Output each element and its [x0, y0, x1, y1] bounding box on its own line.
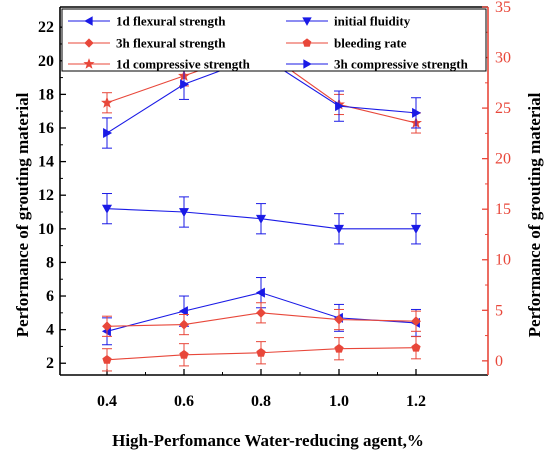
legend-item: initial fluidity: [286, 14, 411, 29]
left-tick-label: 4: [46, 322, 54, 339]
left-axis: 2 4 6 8 10 12 14 16 18 20 22: [38, 19, 66, 372]
data-point: [412, 107, 422, 118]
legend-marker: [303, 59, 312, 69]
data-point: [179, 349, 189, 359]
x-axis: 0.4 0.6 0.8 1.0 1.2: [97, 369, 426, 410]
series-initial-fluidity: [101, 193, 422, 245]
right-tick-label: 25: [495, 100, 511, 117]
left-tick-label: 6: [46, 288, 54, 305]
data-point: [101, 204, 113, 214]
right-tick-label: 5: [495, 302, 503, 319]
right-tick-label: 20: [495, 151, 511, 168]
legend-label: 3h compressive strength: [334, 57, 469, 72]
legend-marker: [84, 16, 93, 26]
data-point: [333, 224, 345, 234]
left-tick-label: 18: [38, 86, 54, 103]
data-point: [102, 321, 112, 332]
right-axis-title: Performance of grouting material: [525, 92, 544, 337]
series-layer: [101, 38, 422, 372]
right-tick-label: 0: [495, 353, 503, 370]
legend-label: initial fluidity: [334, 14, 411, 29]
series-3h-flexural-strength: [102, 302, 421, 337]
legend-marker: [83, 58, 95, 69]
legend-item: bleeding rate: [286, 36, 407, 51]
x-tick-label: 0.6: [174, 393, 194, 410]
right-tick-label: 30: [495, 50, 511, 67]
data-point: [178, 306, 188, 317]
x-tick-label: 1.2: [406, 393, 426, 410]
left-tick-label: 8: [46, 254, 54, 271]
legend-item: 3h flexural strength: [68, 36, 226, 51]
legend-label: 3h flexural strength: [116, 36, 226, 51]
plot-frame: [59, 6, 489, 376]
left-tick-label: 10: [38, 221, 54, 238]
data-point: [256, 347, 266, 357]
legend-marker: [302, 38, 312, 47]
data-point: [411, 342, 421, 352]
left-tick-label: 2: [46, 355, 54, 372]
left-tick-label: 14: [38, 154, 54, 171]
left-tick-label: 22: [38, 19, 54, 36]
x-tick-label: 0.4: [97, 393, 117, 410]
data-point: [334, 314, 344, 325]
data-point: [255, 214, 267, 224]
data-point: [256, 307, 266, 318]
legend-label: bleeding rate: [334, 36, 407, 51]
right-tick-label: 10: [495, 252, 511, 269]
legend-item: 1d flexural strength: [68, 14, 226, 29]
left-axis-title: Performance of grouting material: [13, 92, 32, 337]
legend: 1d flexural strength initial fluidity 3h f…: [61, 8, 487, 72]
data-point: [411, 316, 421, 327]
x-axis-title: High-Perfomance Water-reducing agent,%: [112, 431, 424, 450]
series-bleeding-rate: [102, 336, 421, 372]
x-tick-label: 1.0: [329, 393, 349, 410]
data-point: [335, 101, 345, 112]
legend-marker: [84, 38, 94, 48]
data-point: [102, 354, 112, 364]
data-point: [101, 96, 113, 108]
left-tick-label: 16: [38, 120, 54, 137]
data-point: [179, 319, 189, 330]
legend-item: 1d compressive strength: [68, 57, 251, 72]
left-tick-label: 20: [38, 53, 54, 70]
legend-marker: [302, 17, 312, 26]
legend-item: 3h compressive strength: [286, 57, 469, 72]
legend-label: 1d flexural strength: [116, 14, 226, 29]
data-point: [255, 287, 265, 298]
legend-label: 1d compressive strength: [116, 57, 251, 72]
data-point: [180, 79, 190, 90]
x-tick-label: 0.8: [251, 393, 271, 410]
right-tick-label: 15: [495, 201, 511, 218]
data-point: [178, 208, 190, 218]
right-tick-label: 35: [495, 0, 511, 16]
data-point: [334, 343, 344, 353]
left-tick-label: 12: [38, 187, 54, 204]
legend-box: [61, 8, 487, 72]
data-point: [103, 128, 113, 139]
data-point: [410, 224, 422, 234]
